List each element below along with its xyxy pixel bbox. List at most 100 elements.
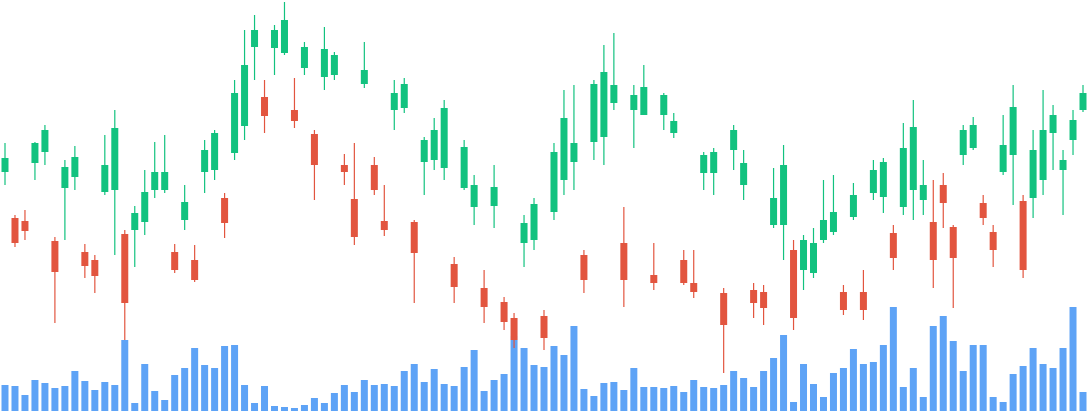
candle-body [620, 243, 628, 280]
volume-bar [1079, 392, 1087, 411]
volume-bar [470, 350, 478, 411]
volume-bar [420, 382, 428, 411]
volume-bar [680, 392, 688, 411]
candle-body [610, 85, 618, 103]
volume-bar [310, 398, 318, 411]
volume-bar [271, 406, 278, 411]
volume-bar [111, 385, 119, 411]
candle-body [450, 264, 458, 287]
candle-body [660, 95, 668, 115]
volume-bar [101, 382, 109, 411]
candle-body [810, 243, 817, 273]
candle-body [760, 292, 768, 308]
candle-body [1059, 160, 1067, 170]
candle-body [590, 84, 598, 142]
volume-bar [450, 386, 458, 411]
volume-bar [231, 345, 239, 411]
candle-body [400, 84, 408, 108]
candle-body [919, 185, 927, 200]
volume-bar [710, 388, 718, 411]
volume-bar [1009, 374, 1017, 411]
candle-body [31, 143, 39, 163]
volume-bar [171, 375, 179, 411]
volume-bar [780, 335, 788, 411]
candle-body [21, 221, 29, 231]
volume-bar [131, 403, 139, 411]
candle-body [829, 212, 837, 232]
candle-body [630, 95, 638, 110]
volume-bar [690, 380, 698, 411]
volume-bar [989, 397, 997, 411]
volume-bar [510, 336, 518, 411]
candle-body [410, 222, 418, 253]
volume-bar [11, 386, 19, 411]
candle-body [320, 49, 328, 77]
volume-bar [909, 368, 917, 411]
volume-bar [919, 397, 927, 411]
candle-body [111, 128, 119, 190]
volume-bar [869, 362, 877, 411]
volume-bar [181, 368, 189, 411]
volume-bar [330, 393, 338, 411]
candle-body [460, 147, 468, 188]
candle-body [819, 220, 827, 240]
volume-bar [879, 345, 887, 411]
volume-bar [1039, 364, 1047, 411]
volume-bar [21, 395, 29, 411]
volume-bar [221, 346, 229, 411]
candle-body [690, 283, 698, 292]
volume-bar [760, 371, 768, 411]
volume-bar [740, 378, 748, 411]
candle-body [510, 318, 518, 340]
volume-bar [530, 365, 538, 411]
candle-body [1079, 93, 1087, 110]
volume-bar [410, 364, 418, 411]
volume-bar [31, 380, 39, 411]
volume-bar [580, 389, 588, 411]
volume-bar [829, 373, 837, 411]
volume-bar [550, 346, 558, 411]
volume-bar [939, 316, 947, 411]
candle-body [191, 260, 199, 280]
volume-bar [51, 388, 59, 411]
volume-bar [560, 355, 568, 411]
volume-bar [750, 387, 758, 411]
volume-bar [849, 349, 857, 411]
candle-body [440, 108, 448, 168]
candle-body [1019, 201, 1027, 270]
candle-body [221, 198, 229, 223]
candle-body [800, 240, 808, 270]
candle-body [740, 163, 748, 185]
candle-body [849, 195, 857, 217]
volume-bar [790, 402, 798, 411]
candle-body [41, 130, 49, 152]
candle-body [241, 65, 249, 126]
volume-bar [600, 383, 608, 411]
candle-body [720, 293, 728, 325]
candle-body [1, 158, 9, 172]
volume-bar [979, 345, 987, 411]
volume-bar [81, 381, 89, 411]
candle-body [710, 152, 718, 173]
volume-bar [899, 387, 907, 411]
candle-body [899, 148, 907, 207]
volume-bar [360, 380, 368, 411]
candle-body [181, 202, 189, 220]
candle-body [51, 241, 59, 272]
candle-body [939, 185, 947, 203]
volume-bar [121, 340, 129, 411]
volume-bar [490, 380, 498, 411]
candle-body [101, 165, 109, 192]
volume-bar [300, 405, 308, 411]
volume-bar [720, 385, 728, 411]
volume-bar [340, 385, 348, 411]
candle-body [261, 97, 269, 116]
volume-bar [500, 374, 508, 411]
volume-bar [151, 391, 159, 411]
candle-body [889, 233, 897, 258]
candle-body [730, 130, 738, 150]
volume-bar [1019, 366, 1027, 411]
candle-body [600, 72, 608, 137]
volume-bar [810, 384, 817, 411]
